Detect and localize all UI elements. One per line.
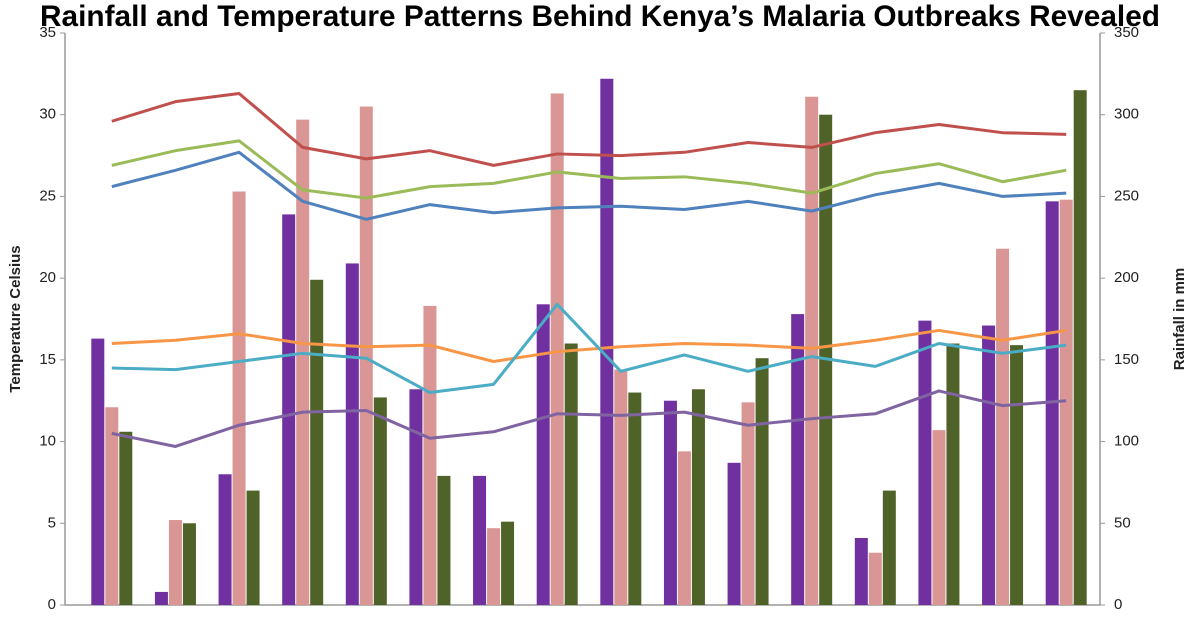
bar [614,369,628,605]
bar [168,520,182,605]
bar [854,537,868,605]
bar [359,106,373,606]
bar [119,431,133,605]
bar [345,263,359,605]
bar [91,338,105,605]
bar [487,528,501,605]
line [111,139,1067,200]
y2-tick-label: 50 [1114,514,1131,531]
bar [1073,90,1087,605]
bar [550,93,564,606]
bar [1059,199,1073,605]
bar [473,475,487,605]
line [111,389,1067,448]
y-tick-label: 35 [39,24,56,41]
bar [791,314,805,605]
line [111,302,1067,395]
bar [628,392,642,605]
bar [982,325,996,605]
bar [868,552,882,605]
y-axis-title: Temperature Celsius [7,245,24,392]
bar [600,78,614,605]
bar [996,248,1010,605]
bar [409,389,423,605]
y2-tick-label: 250 [1114,187,1139,204]
y-tick-label: 15 [39,351,56,368]
y2-axis-title: Rainfall in mm [1171,268,1188,371]
bar [501,521,515,605]
bar [727,462,741,605]
bar [918,320,932,605]
bar [282,214,296,606]
bar [182,523,196,605]
y2-tick-label: 200 [1114,269,1139,286]
y-tick-label: 25 [39,187,56,204]
bar [755,358,769,605]
line [111,91,1067,167]
bar [946,343,960,605]
y2-tick-label: 100 [1114,433,1139,450]
bar [310,279,324,605]
y2-tick-label: 350 [1114,24,1139,41]
bar [932,430,946,605]
y2-tick-label: 150 [1114,351,1139,368]
y-tick-label: 30 [39,106,56,123]
bar [218,474,232,605]
bar [677,451,691,605]
bar [1010,345,1024,605]
bar [246,490,260,605]
y-tick-label: 5 [48,514,56,531]
bar [564,343,578,605]
bar [105,407,119,605]
y-tick-label: 10 [39,433,56,450]
bar [536,304,550,605]
y2-tick-label: 0 [1114,596,1122,613]
bar [437,475,451,605]
bar [296,119,310,606]
y2-tick-label: 300 [1114,106,1139,123]
bar [882,490,896,605]
bar [805,96,819,605]
bar [741,402,755,605]
y-tick-label: 20 [39,269,56,286]
bar [663,400,677,605]
bar [232,191,246,606]
y-tick-label: 0 [48,596,56,613]
chart-title: Rainfall and Temperature Patterns Behind… [40,0,1160,33]
bar [691,389,705,605]
line [111,328,1067,363]
bar [373,397,387,605]
bar [154,591,168,605]
line [111,150,1067,221]
bar [423,305,437,605]
